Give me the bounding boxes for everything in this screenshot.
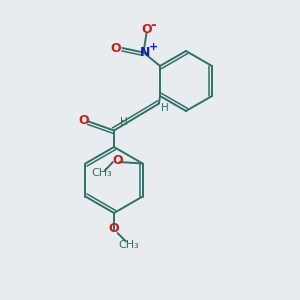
Text: H: H	[160, 103, 168, 113]
Text: O: O	[111, 41, 121, 55]
Text: O: O	[79, 113, 89, 127]
Text: O: O	[141, 23, 152, 36]
Text: +: +	[148, 42, 158, 52]
Text: CH₃: CH₃	[91, 168, 112, 178]
Text: -: -	[150, 18, 156, 32]
Text: O: O	[112, 154, 123, 167]
Text: N: N	[140, 46, 150, 59]
Text: O: O	[109, 221, 119, 235]
Text: CH₃: CH₃	[118, 240, 140, 250]
Text: H: H	[120, 117, 128, 127]
